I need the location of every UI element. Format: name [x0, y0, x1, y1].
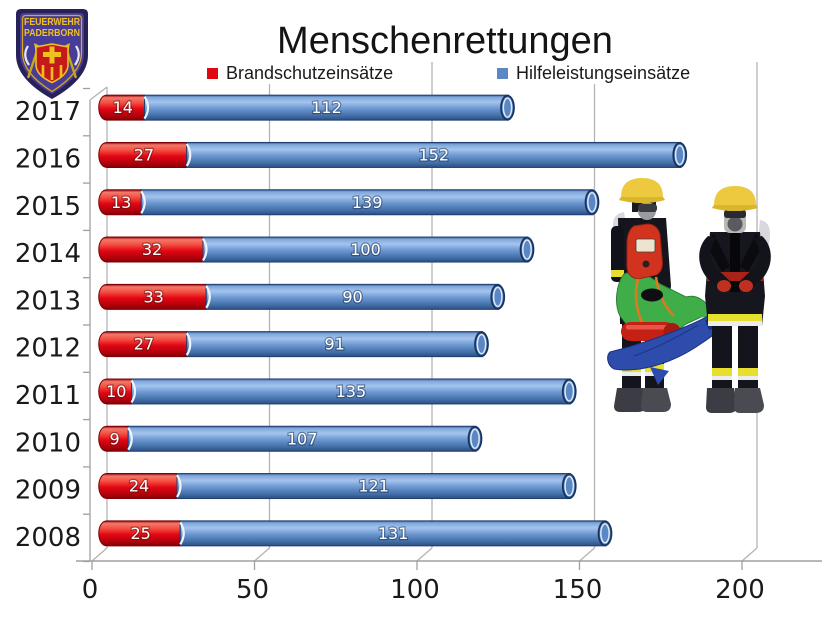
y-axis-label: 2011 [15, 381, 81, 411]
legend-entry-brandschutz: Brandschutzeinsätze [207, 62, 400, 84]
cylinder-seam [185, 332, 192, 356]
bar-segment-hilfeleistung [179, 520, 607, 547]
bar-segment-hilfeleistung [127, 425, 477, 452]
y-axis-depth [89, 86, 108, 101]
bar-value-label: 91 [324, 335, 344, 354]
bar-segment-brandschutz [98, 425, 129, 452]
y-axis-label: 2016 [15, 144, 81, 174]
bar-value-label: 121 [358, 477, 389, 496]
bar-value-label: 24 [129, 477, 149, 496]
bar-segment-brandschutz [98, 283, 207, 310]
bar-segment-brandschutz [98, 378, 132, 405]
axis-labels: 0 50 100 150 200 14 112 2017 27 152 2016 13 139 2015 3… [15, 97, 765, 605]
bar-value-label: 139 [352, 193, 383, 212]
gridline-depth [579, 547, 595, 562]
cylinder-cap-inner [476, 333, 487, 355]
bar-value-label: 32 [142, 240, 162, 259]
bar-value-label: 27 [134, 145, 154, 164]
x-tick-label: 100 [390, 575, 440, 605]
bar-segment-brandschutz [98, 331, 188, 358]
bar-value-label: 25 [130, 524, 150, 543]
cylinder-seam [179, 521, 185, 545]
x-tick-label: 200 [715, 575, 765, 605]
cylinder-seam [130, 379, 137, 404]
y-axis-label: 2013 [15, 286, 81, 316]
legend-swatch-red-icon [207, 67, 218, 79]
y-axis-label: 2008 [15, 523, 81, 553]
cylinder-seam [176, 474, 182, 498]
crest-text-line2: PADERBORN [24, 28, 80, 39]
bar-value-label: 112 [311, 98, 342, 117]
crest-inner-shield-icon [35, 43, 69, 84]
bar-value-label: 131 [378, 524, 409, 543]
gridline-depth [254, 547, 270, 562]
bar-value-label: 14 [113, 98, 133, 117]
bar-value-label: 100 [350, 240, 381, 259]
y-axis-label: 2012 [15, 334, 81, 364]
bar-segment-hilfeleistung [144, 94, 509, 121]
x-tick-label: 50 [236, 575, 269, 605]
bar-value-label: 27 [134, 335, 154, 354]
bar-value-label: 33 [143, 287, 163, 306]
cylinder-cap-inner [522, 239, 532, 260]
cylinder-cap-inner [502, 97, 513, 118]
cylinder-cap-inner [564, 475, 575, 497]
cylinder-seam [127, 427, 133, 451]
y-axis-label: 2014 [15, 239, 81, 269]
bar-segment-hilfeleistung [186, 331, 483, 358]
cylinder-seam [143, 96, 150, 120]
y-axis-label: 2009 [15, 476, 81, 506]
bar-value-label: 13 [111, 193, 131, 212]
bar-segment-hilfeleistung [186, 141, 682, 168]
crest-text-line1: FEUERWEHR [24, 17, 81, 28]
cylinder-seam [140, 190, 146, 214]
bar-segment-hilfeleistung [202, 236, 529, 263]
bar-value-label: 107 [287, 429, 318, 448]
x-tick-label: 0 [82, 575, 99, 605]
feuerwehr-paderborn-logo: FEUERWEHR PADERBORN [16, 9, 88, 99]
gridline-depth [741, 547, 758, 562]
gridline-depth [416, 547, 433, 562]
y-axis-label: 2015 [15, 192, 81, 222]
cylinder-cap-inner [587, 192, 597, 213]
gridline-depth [91, 547, 108, 562]
firefighters-illustration [607, 178, 771, 413]
bars [98, 94, 688, 547]
bar-segment-brandschutz [98, 189, 142, 216]
y-axis-label: 2010 [15, 428, 81, 458]
bar-segment-hilfeleistung [205, 283, 500, 310]
cylinder-cap-inner [470, 428, 480, 449]
bar-segment-brandschutz [98, 141, 188, 168]
legend-label: Hilfeleistungseinsätze [516, 62, 691, 83]
bar-segment-brandschutz [98, 94, 145, 121]
chart-title: Menschenrettungen [277, 20, 613, 62]
bar-segment-brandschutz [98, 236, 204, 263]
y-axis-label: 2017 [15, 97, 81, 127]
cylinder-cap-inner [600, 523, 610, 544]
bar-value-label: 90 [342, 287, 362, 306]
bar-value-label: 152 [418, 145, 449, 164]
cylinder-seam [185, 143, 192, 167]
bar-value-label: 10 [106, 382, 126, 401]
right-firefighter [699, 186, 771, 413]
bar-value-label: 135 [336, 382, 367, 401]
legend-label: Brandschutzeinsätze [226, 62, 394, 83]
legend-swatch-blue-icon [497, 67, 508, 79]
cylinder-seam [205, 285, 211, 309]
crest-gold-border [21, 14, 83, 93]
axes [76, 86, 822, 570]
cylinder-seam [202, 237, 208, 262]
cylinder-cap-inner [674, 144, 685, 166]
cylinder-cap-inner [564, 381, 575, 402]
bar-value-label: 9 [110, 429, 120, 448]
cylinder-cap-inner [492, 286, 503, 308]
legend-entry-hilfeleistung: Hilfeleistungseinsätze [497, 62, 697, 84]
bar-segment-brandschutz [98, 520, 181, 547]
x-tick-label: 150 [553, 575, 603, 605]
bar-segment-brandschutz [98, 473, 178, 500]
